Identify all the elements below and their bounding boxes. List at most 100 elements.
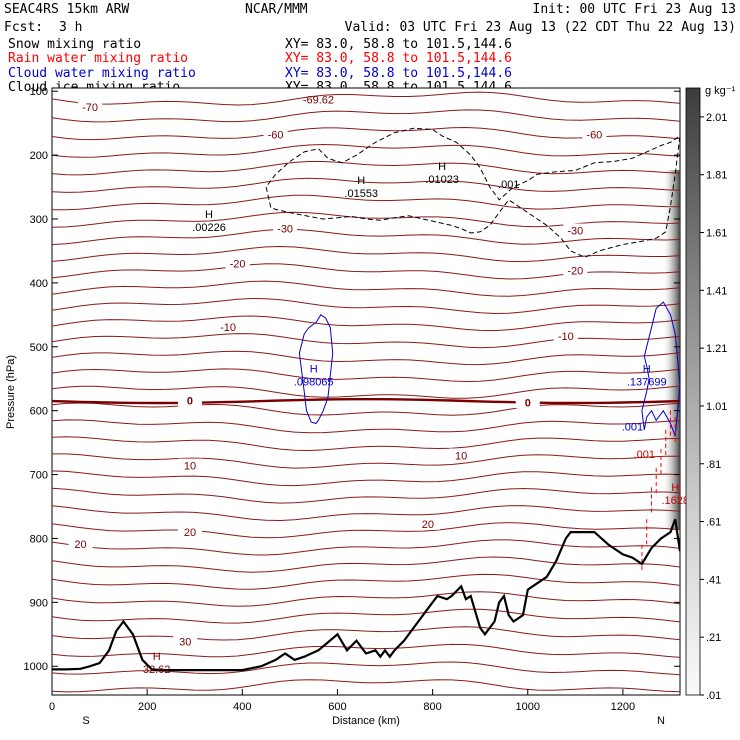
freezing-level-line — [52, 398, 680, 405]
colorbar-label: .21 — [706, 632, 721, 644]
x-end-label-south: S — [82, 715, 89, 727]
field-xy-snow: XY= 83.0, 58.8 to 101.5,144.6 — [285, 37, 512, 52]
isotherm-line — [52, 350, 680, 366]
isotherm-label: -70 — [82, 102, 98, 114]
extremum-value: .01023 — [425, 174, 459, 186]
cloud-ice-shading — [662, 170, 680, 530]
isotherm-line — [52, 522, 680, 539]
isotherm-label: 20 — [184, 527, 196, 539]
isotherm-label: 30 — [179, 636, 191, 648]
x-tick-label: 200 — [138, 701, 156, 713]
contour-label-bg — [415, 516, 440, 530]
x-tick-label: 400 — [233, 701, 251, 713]
model-title: SEAC4RS 15km ARW — [4, 2, 129, 17]
colorbar-unit: g kg⁻¹ — [705, 85, 736, 97]
contour-label-bg — [263, 127, 288, 141]
isotherm-line — [52, 194, 680, 211]
forecast-label: Fcst: — [4, 20, 43, 35]
isotherm-line — [52, 556, 680, 573]
extremum-value: .00226 — [192, 222, 226, 234]
colorbar-ticks: 2.01 1.81 1.61 1.41 1.21 1.01 .81 .61 .41 .21 .01 — [700, 112, 727, 702]
isotherm-label: 10 — [184, 461, 196, 473]
colorbar-label: .01 — [706, 690, 721, 702]
isotherm-label: -30 — [277, 224, 293, 236]
y-tick-label: 900 — [30, 597, 48, 609]
field-label-rain: Rain water mixing ratio — [8, 51, 188, 66]
init-time: Init: 00 UTC Fri 23 Aug 13 — [533, 2, 737, 17]
y-tick-label: 300 — [30, 214, 48, 226]
y-tick-label: 800 — [30, 533, 48, 545]
isotherm-line — [52, 109, 680, 123]
colorbar-label: 1.41 — [706, 285, 727, 297]
contour-label-bg — [449, 448, 474, 462]
field-xy-cloud-water: XY= 83.0, 58.8 to 101.5,144.6 — [285, 66, 512, 81]
isotherm-line — [52, 177, 680, 193]
colorbar-label: 1.01 — [706, 401, 727, 413]
x-tick-label: 1200 — [611, 701, 635, 713]
extremum-marker: H — [671, 482, 679, 494]
y-tick-label: 600 — [30, 406, 48, 418]
isotherm-label: -10 — [220, 322, 236, 334]
isotherm-line — [52, 297, 680, 315]
isotherm-label: -20 — [230, 259, 246, 271]
isotherm-label: 0 — [187, 395, 193, 407]
extremum-value: 32.62 — [143, 664, 171, 676]
extremum-marker: H — [205, 209, 213, 221]
isotherm-label: 20 — [74, 539, 86, 551]
isotherm-line — [52, 573, 680, 590]
isotherm-line — [52, 505, 680, 522]
extremum-value: .137699 — [627, 377, 667, 389]
extremum-value: .1628 — [661, 495, 689, 507]
colorbar-label: .41 — [706, 574, 721, 586]
forecast-hours: 3 h — [59, 20, 82, 35]
center-title: NCAR/MMM — [245, 2, 308, 17]
colorbar-label: .61 — [706, 517, 721, 529]
contour-label-bg — [563, 263, 588, 277]
colorbar-label: 1.81 — [706, 170, 727, 182]
isotherm-line — [52, 315, 680, 332]
cloud-water-contour-right — [641, 301, 680, 437]
extremum-value: .098065 — [294, 377, 334, 389]
isotherm-line — [52, 385, 680, 399]
x-tick-label: 1000 — [516, 701, 540, 713]
contour-value-label: .001 — [634, 449, 655, 461]
plot-frame — [51, 87, 681, 696]
isotherm-line — [52, 228, 680, 245]
isotherm-label: 10 — [455, 450, 467, 462]
y-tick-label: 200 — [30, 150, 48, 162]
field-xy-rain: XY= 83.0, 58.8 to 101.5,144.6 — [285, 51, 512, 66]
extremum-marker: H — [643, 364, 651, 376]
contour-label-bg — [515, 395, 540, 409]
contour-label-bg — [273, 221, 298, 235]
extremum-marker: H — [357, 175, 365, 187]
x-tick-label: 800 — [423, 701, 441, 713]
contour-value-label: .001 — [498, 179, 519, 191]
colorbar-label: .81 — [706, 459, 721, 471]
isotherm-label: 20 — [422, 519, 434, 531]
contour-label-bg — [216, 319, 241, 333]
isotherm-line — [52, 245, 680, 263]
y-tick-label: 500 — [30, 342, 48, 354]
field-label-snow: Snow mixing ratio — [8, 37, 141, 52]
isotherm-line — [52, 643, 680, 658]
y-tick-label: 100 — [30, 86, 48, 98]
x-tick-label: 0 — [49, 701, 55, 713]
field-label-cloud-water: Cloud water mixing ratio — [8, 66, 196, 81]
x-axis-title: Distance (km) — [332, 715, 400, 727]
isotherm-line — [52, 91, 680, 106]
plot-marks — [52, 127, 680, 672]
isotherm-line — [52, 161, 680, 176]
isotherm-line — [52, 679, 680, 693]
contour-label-bg — [78, 100, 103, 114]
isotherm-label: -10 — [558, 331, 574, 343]
isotherm-label: 0 — [525, 397, 531, 409]
extremum-value: .01553 — [344, 188, 378, 200]
contour-label-bg — [553, 328, 578, 342]
y-axis-title: Pressure (hPa) — [5, 355, 17, 429]
axes: 0 200 400 600 800 1000 12001002003004005006007… — [24, 86, 680, 713]
isotherm-label: -30 — [567, 225, 583, 237]
y-tick-label: 700 — [30, 470, 48, 482]
isotherm-line — [52, 280, 680, 297]
colorbar-label: 1.61 — [706, 228, 727, 240]
